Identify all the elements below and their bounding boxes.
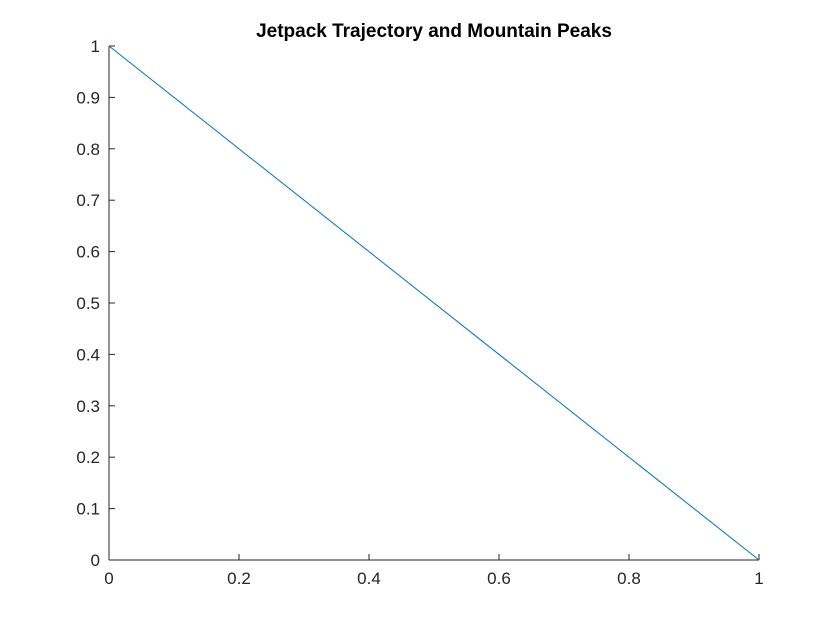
x-tick-label-0: 0 xyxy=(104,569,113,588)
y-tick-label-10: 1 xyxy=(91,37,100,56)
y-tick-label-2: 0.2 xyxy=(76,448,100,467)
y-tick-label-4: 0.4 xyxy=(76,345,100,364)
chart-title: Jetpack Trajectory and Mountain Peaks xyxy=(256,21,612,42)
y-tick-label-5: 0.5 xyxy=(76,294,100,313)
y-tick-label-7: 0.7 xyxy=(76,191,100,210)
y-tick-label-8: 0.8 xyxy=(76,140,100,159)
y-tick-label-3: 0.3 xyxy=(76,397,100,416)
x-tick-label-5: 1 xyxy=(754,569,763,588)
x-tick-label-1: 0.2 xyxy=(227,569,251,588)
series-line-0 xyxy=(108,45,760,561)
plot-area: 0 0.2 0.4 0.6 0.8 1 0 0.1 0.2 0.3 0.4 0.5 0.6 0.7 0.8 0… xyxy=(76,37,763,588)
x-tick-label-2: 0.4 xyxy=(357,569,381,588)
y-tick-label-0: 0 xyxy=(91,551,100,570)
y-tick-label-1: 0.1 xyxy=(76,500,100,519)
y-tick-label-6: 0.6 xyxy=(76,243,100,262)
y-tick-label-9: 0.9 xyxy=(76,88,100,107)
x-tick-label-3: 0.6 xyxy=(487,569,511,588)
x-tick-label-4: 0.8 xyxy=(617,569,641,588)
